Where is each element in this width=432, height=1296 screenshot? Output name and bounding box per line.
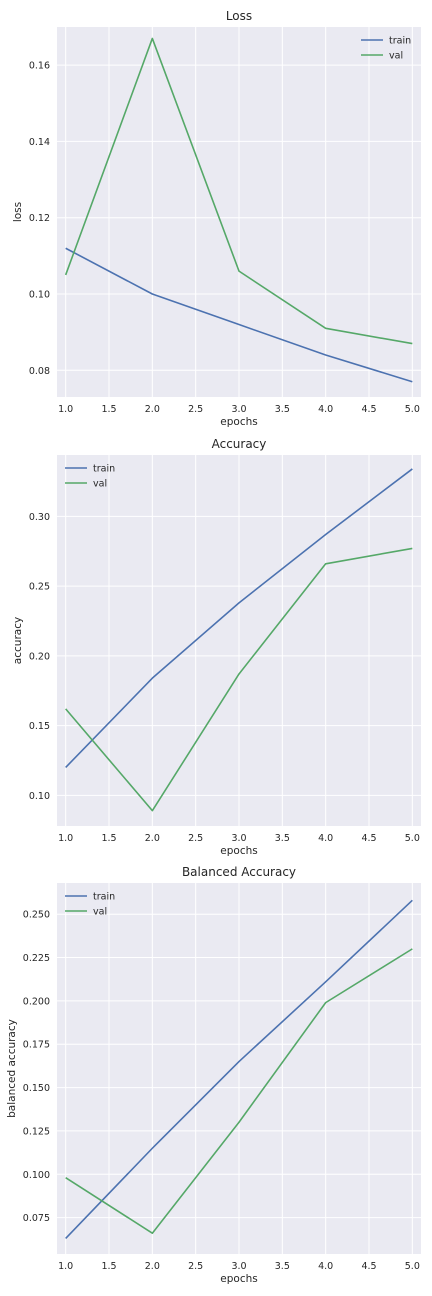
series-line-train <box>65 247 413 383</box>
y-axis-label: balanced accuracy <box>6 1019 18 1118</box>
y-tick-label: 0.100 <box>23 1170 50 1181</box>
series-line-train <box>65 899 413 1239</box>
y-tick-label: 0.150 <box>23 1083 50 1094</box>
chart-1: 1.0 1.5 2.0 2.5 3.0 3.5 4.0 4.5 5.0 0.08 0.10 0.12 0… <box>12 9 421 428</box>
x-axis-label: epochs <box>220 416 257 428</box>
x-tick-label: 2.0 <box>145 833 160 844</box>
y-tick-label: 0.175 <box>23 1040 50 1051</box>
y-tick-label: 0.10 <box>29 290 50 301</box>
x-tick-label: 4.0 <box>318 1261 333 1272</box>
y-tick-label: 0.200 <box>23 996 50 1007</box>
x-tick-label: 3.5 <box>275 1261 290 1272</box>
y-tick-label: 0.30 <box>29 512 50 523</box>
chart-title: Balanced Accuracy <box>182 865 296 879</box>
y-tick-label: 0.250 <box>23 910 50 921</box>
y-tick-label: 0.10 <box>29 791 50 802</box>
series-line-train <box>65 468 413 768</box>
x-tick-label: 3.0 <box>231 404 246 415</box>
y-tick-label: 0.075 <box>23 1213 50 1224</box>
y-tick-label: 0.14 <box>29 137 50 148</box>
x-tick-label: 2.0 <box>145 1261 160 1272</box>
y-tick-label: 0.16 <box>29 61 50 72</box>
legend-label-val: val <box>93 479 107 490</box>
series-line-val <box>64 37 413 345</box>
y-tick-label: 0.08 <box>29 366 50 377</box>
y-axis-label: accuracy <box>12 617 24 664</box>
chart-3: 1.0 1.5 2.0 2.5 3.0 3.5 4.0 4.5 5.0 0.075 0.100 0.1… <box>6 865 421 1285</box>
x-tick-label: 3.0 <box>231 833 246 844</box>
x-tick-label: 4.0 <box>318 404 333 415</box>
y-tick-label: 0.125 <box>23 1126 50 1137</box>
y-tick-label: 0.20 <box>29 651 50 662</box>
x-tick-label: 2.5 <box>188 404 203 415</box>
x-tick-label: 1.0 <box>58 404 73 415</box>
x-tick-label: 5.0 <box>405 833 420 844</box>
x-tick-label: 3.5 <box>275 404 290 415</box>
chart-title: Accuracy <box>212 437 267 451</box>
x-tick-label: 2.5 <box>188 833 203 844</box>
x-tick-label: 3.5 <box>275 833 290 844</box>
x-tick-label: 5.0 <box>405 1261 420 1272</box>
x-tick-label: 4.5 <box>361 404 376 415</box>
x-axis-label: epochs <box>220 1273 257 1285</box>
legend-label-train: train <box>93 892 115 903</box>
x-tick-label: 1.5 <box>101 404 116 415</box>
chart-title: Loss <box>226 9 252 23</box>
x-tick-label: 4.0 <box>318 833 333 844</box>
series-line-val <box>65 547 413 812</box>
legend-label-val: val <box>93 907 107 918</box>
legend-label-val: val <box>389 51 403 62</box>
x-tick-label: 5.0 <box>405 404 420 415</box>
x-tick-label: 1.5 <box>101 833 116 844</box>
y-tick-label: 0.12 <box>29 213 50 224</box>
y-tick-label: 0.225 <box>23 953 50 964</box>
x-tick-label: 1.0 <box>58 833 73 844</box>
x-tick-label: 3.0 <box>231 1261 246 1272</box>
chart-2: 1.0 1.5 2.0 2.5 3.0 3.5 4.0 4.5 5.0 0.10 0.15 0.20 0… <box>12 437 421 857</box>
x-tick-label: 4.5 <box>361 1261 376 1272</box>
x-axis-label: epochs <box>220 845 257 857</box>
x-tick-label: 4.5 <box>361 833 376 844</box>
legend-label-train: train <box>389 36 411 47</box>
legend-label-train: train <box>93 464 115 475</box>
series-line-val <box>65 948 413 1234</box>
y-tick-label: 0.25 <box>29 582 50 593</box>
x-tick-label: 2.5 <box>188 1261 203 1272</box>
y-tick-label: 0.15 <box>29 721 50 732</box>
x-tick-label: 2.0 <box>145 404 160 415</box>
y-axis-label: loss <box>12 202 24 222</box>
x-tick-label: 1.0 <box>58 1261 73 1272</box>
x-tick-label: 1.5 <box>101 1261 116 1272</box>
